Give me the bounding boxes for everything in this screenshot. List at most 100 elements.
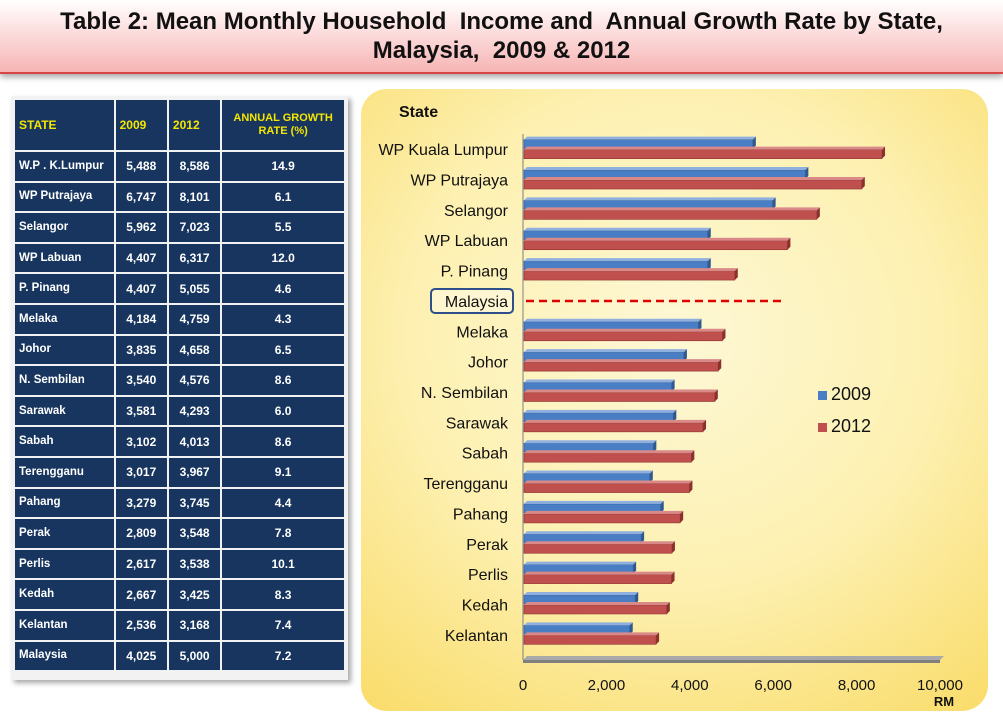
bar-top-2009 <box>524 318 702 322</box>
cell-growth-rate: 7.4 <box>222 610 344 640</box>
bar-side-2009 <box>671 379 675 392</box>
bar-2012 <box>523 361 719 372</box>
bar-top-2012 <box>524 237 791 241</box>
category-label: Selangor <box>444 203 509 220</box>
cell-state: Malaysia <box>15 641 114 671</box>
table-row: Selangor 5,962 7,023 5.5 <box>15 213 344 242</box>
category-label: WP Kuala Lumpur <box>378 142 508 159</box>
bar-side-2009 <box>805 167 809 180</box>
table-row: WP Putrajaya 6,747 8,101 6.1 <box>15 182 344 212</box>
bar-top-2012 <box>524 480 693 484</box>
bar-side-2012 <box>722 328 726 341</box>
bar-side-2009 <box>660 500 664 513</box>
bar-side-2012 <box>689 480 693 493</box>
cell-growth-rate: 5.5 <box>222 213 344 242</box>
cell-state: Kedah <box>15 580 114 609</box>
x-tick-label: 6,000 <box>754 677 792 694</box>
cell-growth-rate: 8.3 <box>222 580 344 609</box>
cell-income-2012: 4,576 <box>168 366 221 395</box>
bar-top-2012 <box>524 541 675 545</box>
cell-income-2012: 4,658 <box>168 335 221 365</box>
x-tick-label: 4,000 <box>671 677 709 694</box>
highlight-box <box>430 287 514 314</box>
bar-side-2012 <box>714 389 718 402</box>
cell-income-2009: 4,184 <box>115 304 167 334</box>
cell-income-2009: 4,407 <box>115 274 167 303</box>
bar-2012 <box>523 635 657 645</box>
x-tick-label: 8,000 <box>838 677 876 694</box>
cell-income-2009: 5,962 <box>115 213 167 242</box>
table-row: Kedah 2,667 3,425 8.3 <box>15 580 344 609</box>
table-row: Kelantan 2,536 3,168 7.4 <box>15 610 344 640</box>
cell-income-2009: 4,025 <box>115 641 167 671</box>
bar-side-2009 <box>633 561 637 574</box>
cell-state: Sabah <box>15 427 114 456</box>
bar-top-2012 <box>524 389 718 393</box>
bar-2012 <box>523 331 723 342</box>
cell-state: Selangor <box>15 213 114 242</box>
cell-state: Perak <box>15 519 114 548</box>
category-label: Perlis <box>468 567 508 584</box>
cell-growth-rate: 7.2 <box>222 641 344 671</box>
category-label: Kelantan <box>445 628 508 645</box>
cell-income-2012: 4,759 <box>168 304 221 334</box>
legend-label-2012: 2012 <box>831 416 872 436</box>
cell-growth-rate: 10.1 <box>222 549 344 579</box>
bar-top-2009 <box>524 349 687 353</box>
legend-item-2009: 2009 <box>818 384 871 405</box>
category-label: Johor <box>468 355 509 372</box>
cell-state: Terengganu <box>15 457 114 487</box>
income-table: STATE 2009 2012 ANNUAL GROWTH RATE (%) W… <box>13 98 346 672</box>
column-header-2012: 2012 <box>168 100 221 150</box>
bar-top-2009 <box>524 561 637 565</box>
cell-growth-rate: 8.6 <box>222 366 344 395</box>
cell-state: Johor <box>15 335 114 365</box>
cell-income-2009: 2,667 <box>115 580 167 609</box>
category-label: Sabah <box>462 446 508 463</box>
cell-income-2012: 3,745 <box>168 488 221 518</box>
cell-income-2012: 4,293 <box>168 396 221 426</box>
cell-state: Sarawak <box>15 396 114 426</box>
x-axis-floor <box>523 656 944 660</box>
bar-side-2012 <box>671 541 675 554</box>
bar-top-2009 <box>524 470 653 474</box>
cell-income-2012: 7,023 <box>168 213 221 242</box>
cell-growth-rate: 4.4 <box>222 488 344 518</box>
cell-income-2009: 3,540 <box>115 366 167 395</box>
bar-side-2009 <box>707 227 711 240</box>
bar-side-2009 <box>707 258 711 271</box>
page-title: Table 2: Mean Monthly Household Income a… <box>60 8 943 35</box>
bar-side-2009 <box>629 622 633 635</box>
bar-top-2009 <box>524 136 756 140</box>
cell-state: Melaka <box>15 304 114 334</box>
cell-state: W.P . K.Lumpur <box>15 152 114 181</box>
bar-top-2009 <box>524 500 664 504</box>
bar-2012 <box>523 483 690 493</box>
cell-income-2009: 5,488 <box>115 152 167 181</box>
table-row: Terengganu 3,017 3,967 9.1 <box>15 457 344 487</box>
table-row: Johor 3,835 4,658 6.5 <box>15 335 344 365</box>
bar-2012 <box>523 179 863 190</box>
category-label: Pahang <box>453 506 508 523</box>
bar-top-2012 <box>524 207 820 211</box>
bar-2012 <box>523 543 673 554</box>
category-label: WP Labuan <box>425 233 508 250</box>
legend-swatch-2012 <box>818 422 827 432</box>
page-subtitle: Malaysia, 2009 & 2012 <box>372 37 631 64</box>
legend-swatch-2009 <box>818 390 827 400</box>
bar-side-2009 <box>752 136 756 149</box>
cell-income-2009: 3,017 <box>115 457 167 487</box>
cell-growth-rate: 7.8 <box>222 519 344 548</box>
column-header-growth-rate: ANNUAL GROWTH RATE (%) <box>222 100 344 150</box>
cell-growth-rate: 6.5 <box>222 335 344 365</box>
category-label: Sarawak <box>446 415 509 432</box>
table-row: Pahang 3,279 3,745 4.4 <box>15 488 344 518</box>
table-row: Perak 2,809 3,548 7.8 <box>15 519 344 548</box>
bar-top-2012 <box>524 419 707 423</box>
table-row: Malaysia 4,025 5,000 7.2 <box>15 641 344 671</box>
cell-income-2009: 4,407 <box>115 243 167 273</box>
bar-2012 <box>523 422 704 433</box>
bar-side-2012 <box>861 177 865 190</box>
table-header-row: STATE 2009 2012 ANNUAL GROWTH RATE (%) <box>15 100 344 150</box>
